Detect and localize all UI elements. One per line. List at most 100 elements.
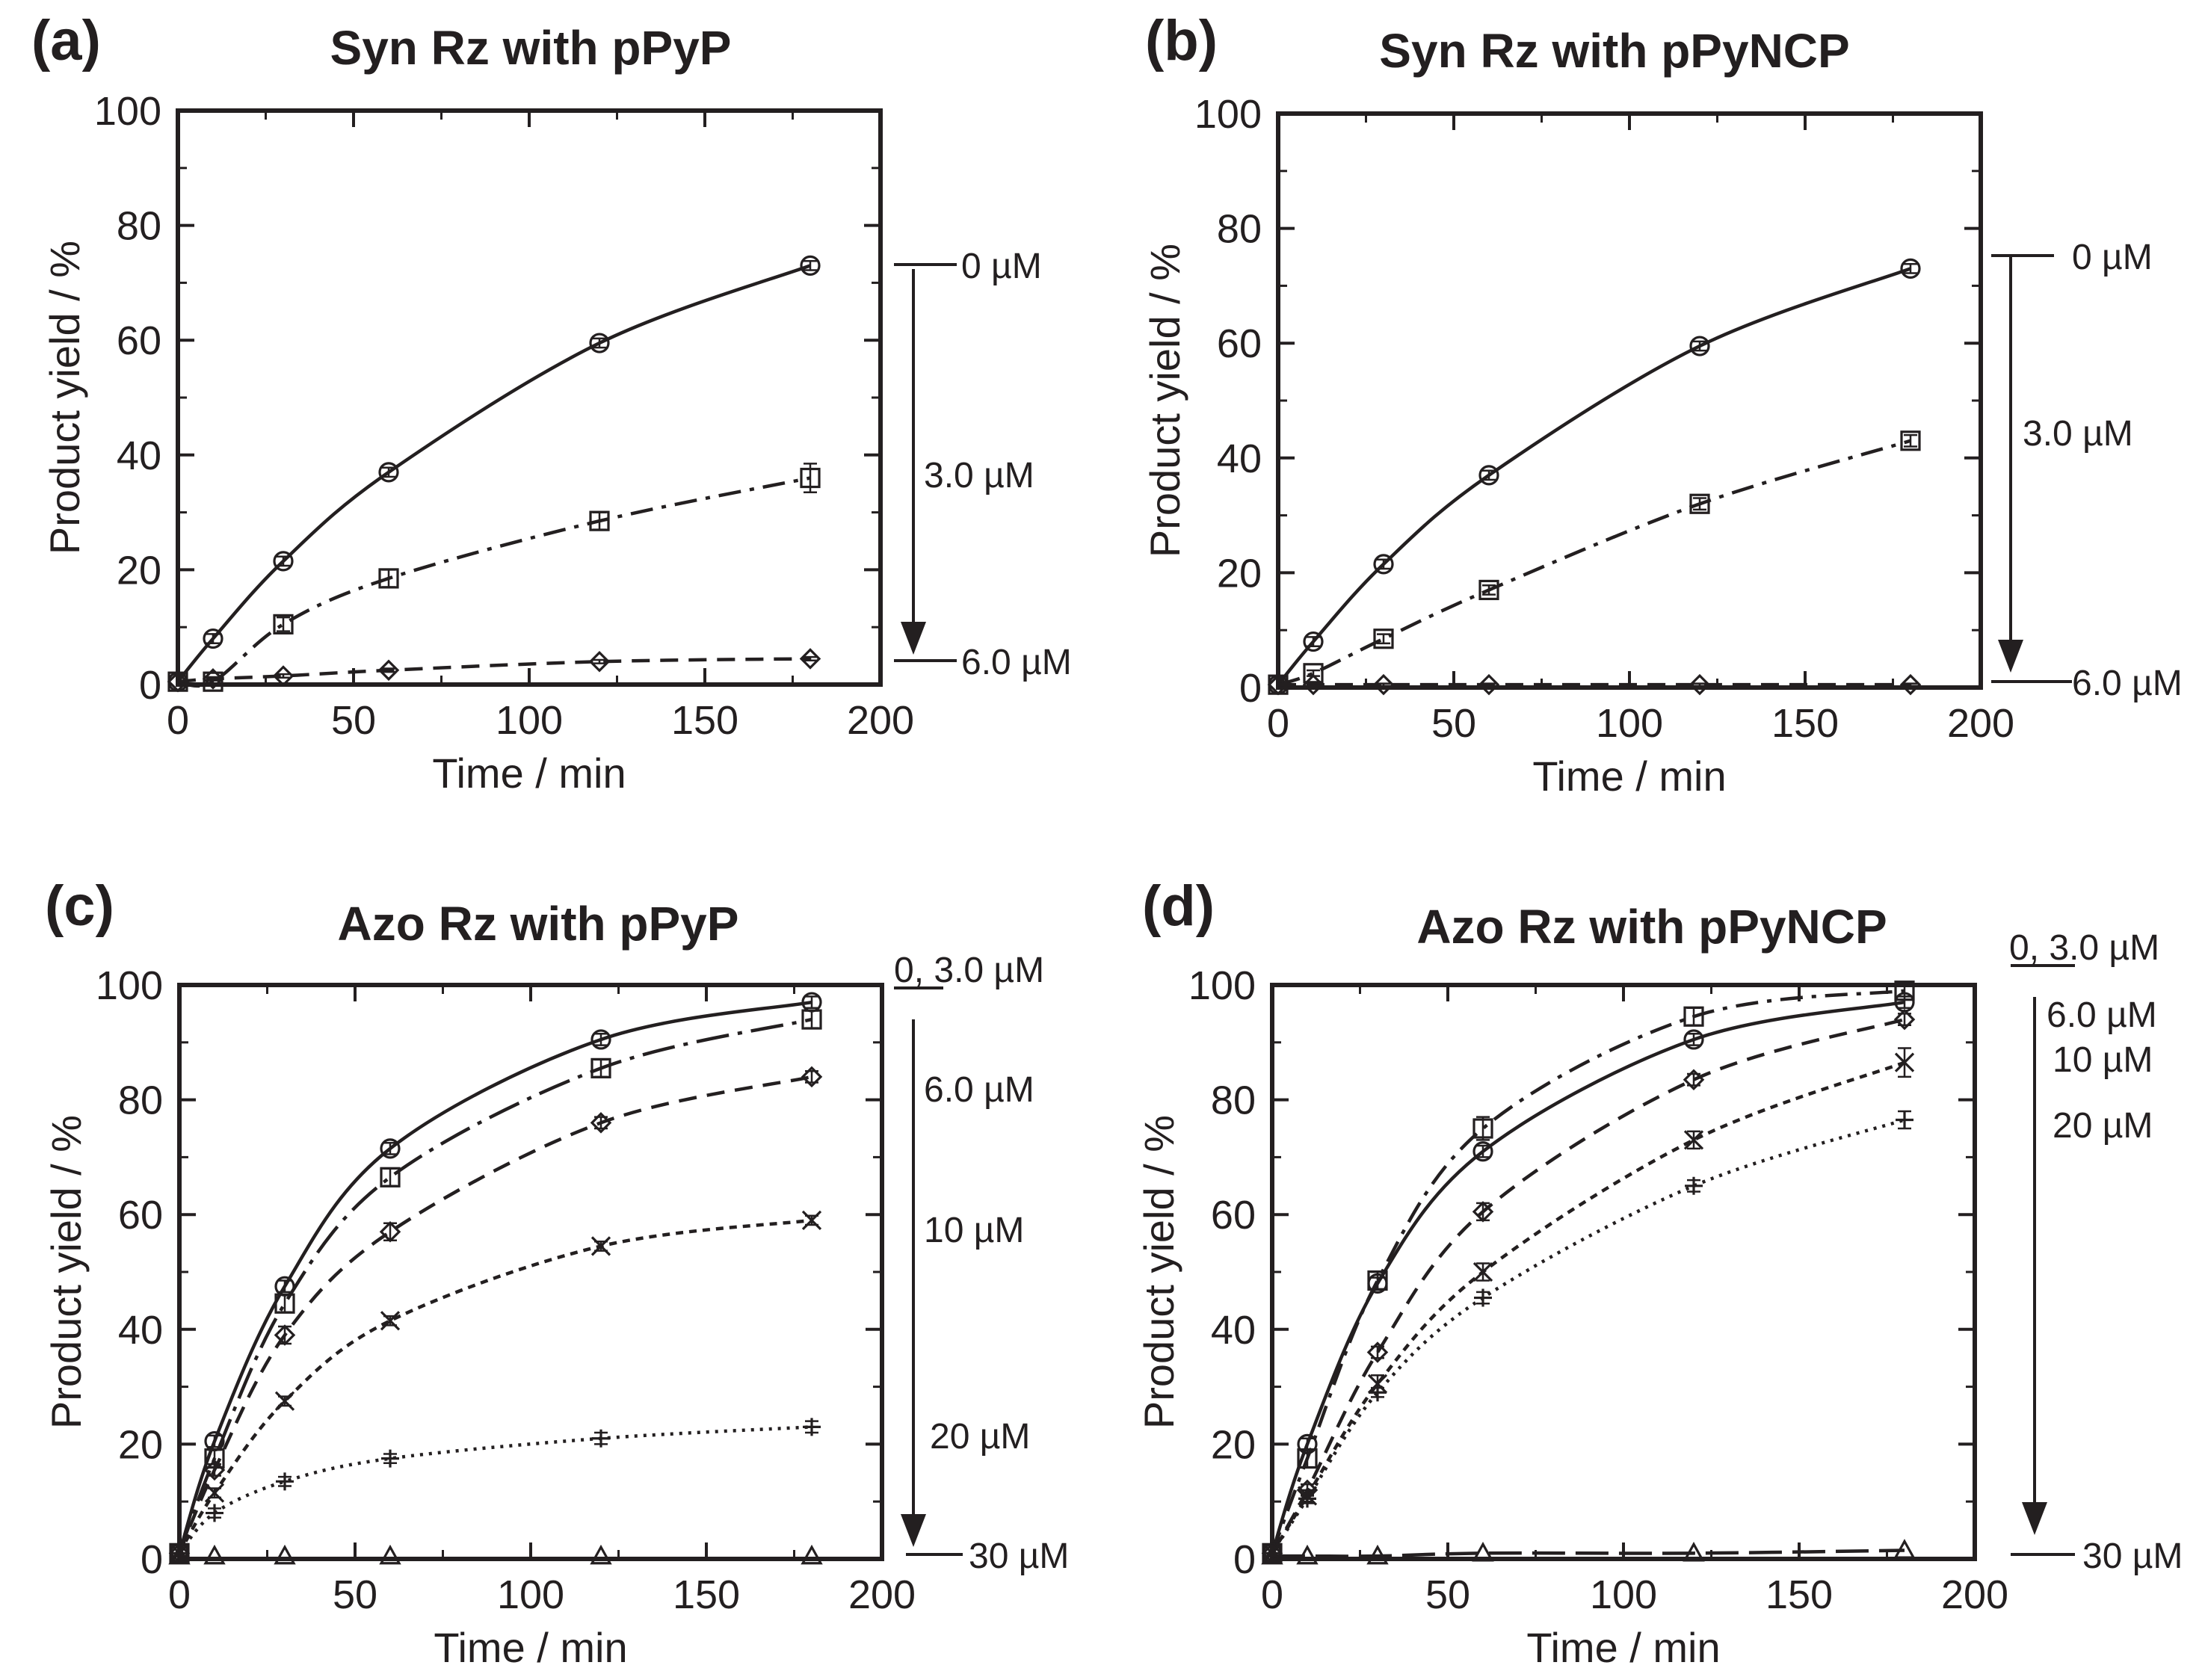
concentration-label: 3.0 µM <box>924 456 1034 495</box>
x-tick-label: 150 <box>671 698 738 743</box>
arrow-head <box>901 622 926 655</box>
error-bar <box>277 673 290 679</box>
error-bar <box>1476 1144 1490 1158</box>
x-tick-label: 200 <box>1941 1572 2008 1617</box>
concentration-label: 30 µM <box>969 1537 1069 1576</box>
y-tick-label: 100 <box>1194 92 1262 137</box>
y-tick-label: 60 <box>1211 1193 1256 1238</box>
series-2 <box>1261 1008 1916 1564</box>
series-line <box>1271 1017 1905 1554</box>
error-bar <box>277 555 290 567</box>
y-tick-label: 80 <box>118 1078 163 1123</box>
data-point <box>1472 1261 1493 1282</box>
data-point <box>1472 1118 1493 1139</box>
error-bar <box>1693 340 1706 352</box>
error-bar <box>277 616 290 632</box>
error-bar <box>1482 682 1496 687</box>
error-bar <box>1693 497 1706 511</box>
data-point <box>1683 1542 1705 1562</box>
error-bar <box>382 466 395 478</box>
data-point <box>1900 430 1921 451</box>
concentration-label: 0, 3.0 µM <box>894 951 1044 990</box>
chart-title: Azo Rz with pPyP <box>338 897 739 951</box>
plot-area-c: 0 50 100 150 200 0 20 40 60 80 100 Time / min Produc… <box>43 963 916 1671</box>
data-point <box>800 255 821 276</box>
data-point <box>274 1293 295 1314</box>
y-tick-label: 0 <box>141 1537 163 1582</box>
data-point <box>1899 673 1922 696</box>
data-point <box>1367 1270 1388 1291</box>
data-point <box>1689 336 1710 356</box>
series-2 <box>167 648 821 693</box>
data-point <box>1373 629 1394 649</box>
data-point <box>1267 673 1289 696</box>
data-point <box>799 648 821 670</box>
data-point <box>378 568 399 589</box>
y-tick-label: 40 <box>1217 436 1262 481</box>
panel-a: (a) Syn Rz with pPyP 0 50 100 150 200 0 20 40 60… <box>31 9 1072 797</box>
x-tick-label: 200 <box>1947 701 2014 746</box>
data-point <box>1894 980 1915 1001</box>
error-bar <box>1476 1116 1490 1141</box>
concentration-label: 0, 3.0 µM <box>2009 928 2159 968</box>
data-point <box>377 659 400 682</box>
concentration-label: 0 µM <box>961 247 1042 286</box>
error-bar <box>206 633 220 644</box>
error-bar <box>804 259 817 271</box>
x-tick-label: 0 <box>1267 701 1289 746</box>
data-point <box>590 1029 611 1050</box>
chart-title: Syn Rz with pPyNCP <box>1379 24 1849 78</box>
y-tick-label: 100 <box>1188 963 1256 1008</box>
error-bar <box>1482 469 1496 481</box>
concentration-label: 20 µM <box>930 1417 1030 1457</box>
series-2 <box>1267 673 1922 696</box>
data-point <box>589 510 610 531</box>
x-axis-title: Time / min <box>1526 1624 1720 1671</box>
error-bar <box>594 1033 608 1046</box>
y-tick-label: 60 <box>117 318 161 363</box>
data-point <box>272 665 294 687</box>
data-point <box>1893 1008 1916 1031</box>
concentration-annotation-b: 0 µM 3.0 µM 6.0 µM <box>1991 238 2183 703</box>
x-tick-label: 100 <box>1596 701 1663 746</box>
x-tick-label: 50 <box>331 698 376 743</box>
data-point <box>276 1472 294 1491</box>
series-0 <box>169 992 822 1563</box>
data-point <box>590 1236 611 1256</box>
error-bar <box>1482 584 1496 596</box>
data-point <box>803 1418 821 1436</box>
arrow-head <box>901 1514 926 1547</box>
data-point <box>590 1057 611 1078</box>
x-tick-label: 0 <box>168 1572 191 1617</box>
y-tick-label: 60 <box>1217 321 1262 366</box>
y-tick-label: 100 <box>94 89 161 134</box>
data-point <box>1472 1542 1494 1562</box>
data-point <box>1900 258 1921 279</box>
data-point <box>1683 1130 1704 1150</box>
data-point <box>588 651 611 673</box>
data-point <box>1474 1288 1492 1307</box>
panel-label: (a) <box>31 9 101 72</box>
data-point <box>1478 465 1499 486</box>
error-bar <box>593 658 606 664</box>
data-point <box>274 1391 295 1411</box>
data-point <box>1896 1111 1913 1129</box>
data-point <box>1472 1141 1493 1162</box>
panel-label: (d) <box>1142 874 1215 938</box>
y-tick-label: 40 <box>1211 1308 1256 1353</box>
chart-title: Azo Rz with pPyNCP <box>1416 900 1887 954</box>
data-point <box>800 467 821 489</box>
error-bar <box>278 1279 292 1294</box>
data-point <box>1372 673 1395 696</box>
data-point <box>1683 1006 1704 1027</box>
error-bar <box>1307 682 1320 687</box>
data-point <box>379 1544 401 1565</box>
error-bar <box>805 995 818 1009</box>
plot-area-a: 0 50 100 150 200 0 20 40 60 80 100 Time / min Produc… <box>41 89 914 797</box>
series-line <box>1272 1548 1905 1558</box>
data-point <box>1683 1029 1704 1050</box>
data-point <box>379 1220 401 1243</box>
data-point <box>1478 673 1500 696</box>
data-point <box>1296 1544 1319 1565</box>
data-point <box>202 668 224 690</box>
